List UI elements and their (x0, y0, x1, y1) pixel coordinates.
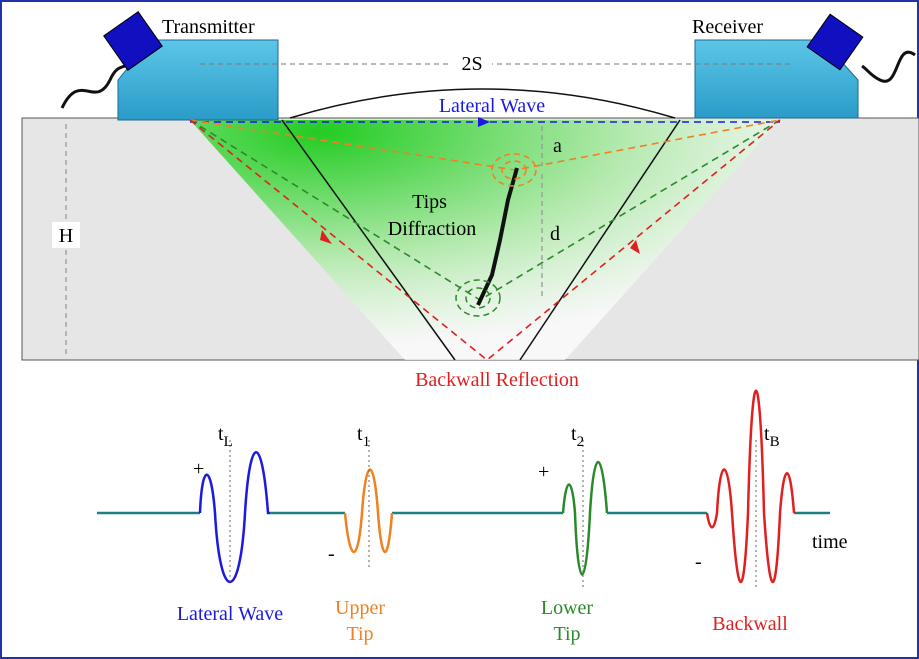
a-scan (97, 389, 830, 584)
transducer (806, 13, 864, 71)
polarity: - (328, 543, 335, 565)
lower-pulse (561, 461, 609, 576)
caption-line: Lower (541, 597, 594, 619)
cable (861, 50, 916, 83)
arrowhead (630, 240, 640, 254)
signal-caption: Backwall (712, 613, 788, 635)
time-sub: 1 (363, 434, 371, 450)
lower-diffraction (455, 279, 501, 317)
crack (476, 167, 519, 306)
cable (60, 61, 132, 109)
arrowhead (320, 230, 332, 244)
signal-caption: Lower Tip (541, 597, 594, 645)
time-label: t1 (357, 423, 370, 450)
time-sub: 2 (577, 434, 585, 450)
h-label: H (59, 225, 73, 247)
time-base: t (571, 423, 577, 445)
beam-edge (281, 119, 456, 361)
beam-lines (281, 88, 681, 361)
label-line: Tips (412, 191, 447, 213)
receiver-label: Receiver (692, 16, 763, 38)
label-bg (52, 222, 80, 248)
wavefront (501, 160, 527, 180)
d-label: d (550, 223, 560, 245)
receiver-probe (694, 39, 859, 119)
polarity: - (695, 551, 702, 573)
time-base: t (357, 423, 363, 445)
backwall-pulse (705, 389, 796, 584)
beam-edge (519, 119, 681, 361)
time-sub: B (770, 434, 780, 450)
signal-caption: Upper Tip (335, 597, 385, 645)
time-label: tL (218, 423, 233, 450)
caption-line: Tip (553, 623, 580, 645)
dimensions (65, 124, 543, 354)
upper-pulse (343, 468, 394, 553)
label-bg (452, 50, 492, 76)
signal-caption: Lateral Wave (177, 603, 283, 625)
caption-line: Tip (346, 623, 373, 645)
time-base: t (218, 423, 224, 445)
upper-diffraction (491, 153, 537, 187)
time-base: t (764, 423, 770, 445)
caption-line: Upper (335, 597, 385, 619)
time-axis-label: time (812, 531, 848, 553)
beam-arc (289, 88, 676, 119)
time-markers (229, 440, 757, 590)
wavefront (465, 287, 491, 309)
polarity: + (193, 458, 204, 480)
arrowhead (478, 117, 490, 127)
spacing-label: 2S (461, 53, 482, 75)
wavefront (491, 153, 537, 187)
time-sub: L (224, 434, 233, 450)
lateral-wave-label: Lateral Wave (439, 95, 545, 117)
label-line: Diffraction (388, 218, 477, 240)
time-label: tB (764, 423, 780, 450)
backwall-reflection-label: Backwall Reflection (415, 369, 579, 391)
beam-cone (190, 120, 780, 360)
wavefront (455, 279, 501, 317)
transducer (103, 11, 163, 71)
lateral-pulse (198, 451, 270, 583)
a-label: a (553, 135, 562, 157)
caption-line: Backwall (712, 613, 788, 635)
polarity: + (538, 461, 549, 483)
caption-line: Lateral Wave (177, 603, 283, 625)
transmitter-label: Transmitter (162, 16, 255, 38)
tips-diffraction-label: Tips Diffraction (388, 191, 477, 240)
time-label: t2 (571, 423, 584, 450)
